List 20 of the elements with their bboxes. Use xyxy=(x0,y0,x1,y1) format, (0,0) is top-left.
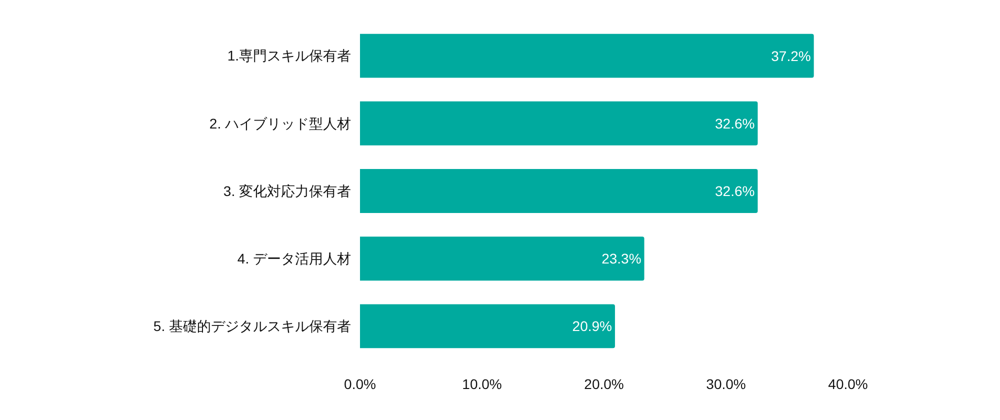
x-tick-label: 10.0% xyxy=(462,376,502,392)
data-label: 32.6% xyxy=(715,115,755,132)
y-tick-label: 4. データ活用人材 xyxy=(237,250,351,266)
data-label: 37.2% xyxy=(771,48,811,64)
x-tick-label: 0.0% xyxy=(344,376,376,392)
data-label: 23.3% xyxy=(602,250,642,267)
y-tick-label: 1.専門スキル保有者 xyxy=(227,48,351,64)
y-tick-label: 5. 基礎的デジタルスキル保有者 xyxy=(153,318,351,334)
bar xyxy=(360,34,814,78)
bar xyxy=(360,304,615,348)
data-label: 32.6% xyxy=(715,183,755,199)
bar xyxy=(360,169,758,213)
bar xyxy=(360,236,644,281)
y-tick-label: 2. ハイブリッド型人材 xyxy=(209,115,351,132)
data-label: 20.9% xyxy=(572,318,612,334)
y-tick-label: 3. 変化対応力保有者 xyxy=(223,182,351,199)
x-tick-label: 40.0% xyxy=(828,376,868,392)
bar xyxy=(360,101,758,146)
x-tick-label: 20.0% xyxy=(584,376,624,392)
x-tick-label: 30.0% xyxy=(706,376,746,392)
